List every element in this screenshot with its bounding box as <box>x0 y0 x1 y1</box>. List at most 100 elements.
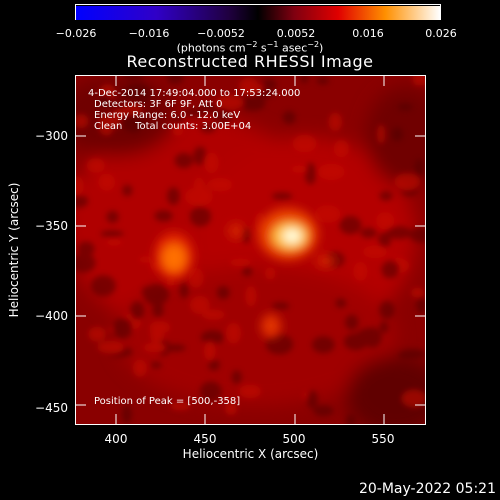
ripple-blob <box>88 326 106 342</box>
ripple-blob <box>149 321 171 334</box>
ripple-blob <box>122 404 132 424</box>
ripple-blob <box>381 259 400 278</box>
ripple-blob <box>226 322 241 344</box>
ripple-blob <box>167 187 180 205</box>
ripple-blob <box>225 402 237 415</box>
ripple-blob <box>386 226 412 240</box>
ripple-blob <box>360 227 377 238</box>
ripple-blob <box>76 176 84 196</box>
ripple-blob <box>204 152 219 174</box>
ripple-blob <box>204 341 216 361</box>
ripple-blob <box>172 124 184 136</box>
ripple-blob <box>345 314 359 330</box>
ripple-blob <box>231 370 242 385</box>
ripple-blob <box>199 102 218 113</box>
ripple-blob <box>200 122 216 133</box>
ripple-blob <box>242 227 250 244</box>
ripple-blob <box>239 384 261 399</box>
colorbar-units: (photons cm−2 s−1 asec−2) <box>176 40 324 55</box>
ripple-blob <box>154 210 173 222</box>
ripple-blob <box>141 286 153 298</box>
y-tick-label: −400 <box>35 309 68 323</box>
ripple-blob <box>77 241 95 257</box>
ripple-blob <box>304 162 317 185</box>
ripple-blob <box>377 124 386 144</box>
ripple-blob <box>99 94 111 106</box>
colorbar-tick: 0.0052 <box>276 27 316 40</box>
ripple-blob <box>199 381 222 402</box>
ripple-blob <box>166 76 184 85</box>
ripple-blob <box>362 245 387 259</box>
ripple-blob <box>170 402 191 411</box>
clean-counts-label: Clean Total counts: 3.00E+04 <box>94 121 252 132</box>
timestamp: 20-May-2022 05:21 <box>358 481 496 497</box>
x-tick-label: 400 <box>104 432 128 446</box>
ripple-blob <box>339 216 362 235</box>
ripple-blob <box>124 82 151 105</box>
x-axis-label: Heliocentric X (arcsec) <box>182 447 319 461</box>
ripple-blob <box>179 282 189 299</box>
ripple-blob <box>306 390 318 409</box>
ripple-blob <box>207 178 233 192</box>
ripple-blob <box>409 227 425 243</box>
ripple-blob <box>245 285 257 307</box>
ripple-blob <box>185 187 213 207</box>
ripple-blob <box>229 258 252 267</box>
ripple-blob <box>378 232 391 248</box>
ripple-blob <box>292 134 317 153</box>
y-tick-label: −450 <box>35 401 68 415</box>
ripple-blob <box>202 309 225 320</box>
peak-position-label: Position of Peak = [500,-358] <box>94 396 241 407</box>
ripple-blob <box>174 152 193 169</box>
ripple-blob <box>97 340 124 354</box>
ripple-blob <box>193 146 208 166</box>
image-plot: 4-Dec-2014 17:49:04.000 to 17:53:24.000 … <box>75 75 426 425</box>
ripple-blob <box>328 112 342 131</box>
ripple-blob <box>98 173 116 191</box>
ripple-blob <box>313 405 334 417</box>
x-tick-label: 500 <box>282 432 306 446</box>
ripple-blob <box>394 173 421 190</box>
ripple-blob <box>343 333 368 351</box>
ripple-blob <box>316 76 330 85</box>
plot-title: Reconstructed RHESSI Image <box>126 52 374 71</box>
ripple-blob <box>318 163 345 180</box>
y-axis-label: Heliocentric Y (arcsec) <box>7 182 21 318</box>
colorbar-tick: −0.016 <box>128 27 170 40</box>
x-tick-label: 550 <box>371 432 395 446</box>
ripple-blob <box>123 76 144 80</box>
ripple-blob <box>76 114 89 129</box>
y-tick-label: −350 <box>35 219 68 233</box>
ripple-blob <box>189 206 211 227</box>
ripple-blob <box>173 114 184 124</box>
ripple-blob <box>212 107 233 125</box>
ripple-blob <box>208 359 220 371</box>
ripple-blob <box>190 296 210 314</box>
ripple-blob <box>412 76 423 86</box>
ripple-blob <box>376 212 395 230</box>
ripple-pattern <box>76 76 425 424</box>
ripple-blob <box>216 94 244 110</box>
colorbar-gradient <box>76 6 440 20</box>
energy-range-label: Energy Range: 6.0 - 12.0 keV <box>94 110 241 121</box>
ripple-blob <box>271 302 290 310</box>
ripple-blob <box>112 317 133 339</box>
ripple-blob <box>256 90 274 99</box>
ripple-blob <box>300 76 309 84</box>
ripple-blob <box>152 302 164 318</box>
ripple-blob <box>314 205 341 223</box>
ripple-blob <box>106 210 119 223</box>
ripple-blob <box>91 275 116 297</box>
ripple-blob <box>416 296 425 314</box>
ripple-blob <box>138 256 153 263</box>
ripple-blob <box>311 336 335 354</box>
ripple-blob <box>379 321 389 334</box>
ripple-blob <box>345 414 356 424</box>
ripple-blob <box>282 110 296 125</box>
ripple-blob <box>397 103 413 111</box>
ripple-blob <box>216 286 230 300</box>
ripple-blob <box>265 334 294 355</box>
x-tick-label: 450 <box>193 432 217 446</box>
ripple-blob <box>183 108 206 117</box>
ripple-blob <box>379 301 395 319</box>
